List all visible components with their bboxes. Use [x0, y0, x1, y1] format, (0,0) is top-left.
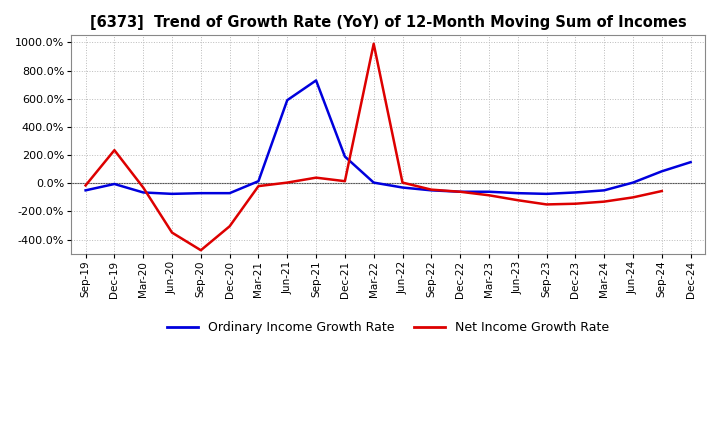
Legend: Ordinary Income Growth Rate, Net Income Growth Rate: Ordinary Income Growth Rate, Net Income … — [162, 316, 614, 339]
Title: [6373]  Trend of Growth Rate (YoY) of 12-Month Moving Sum of Incomes: [6373] Trend of Growth Rate (YoY) of 12-… — [90, 15, 686, 30]
